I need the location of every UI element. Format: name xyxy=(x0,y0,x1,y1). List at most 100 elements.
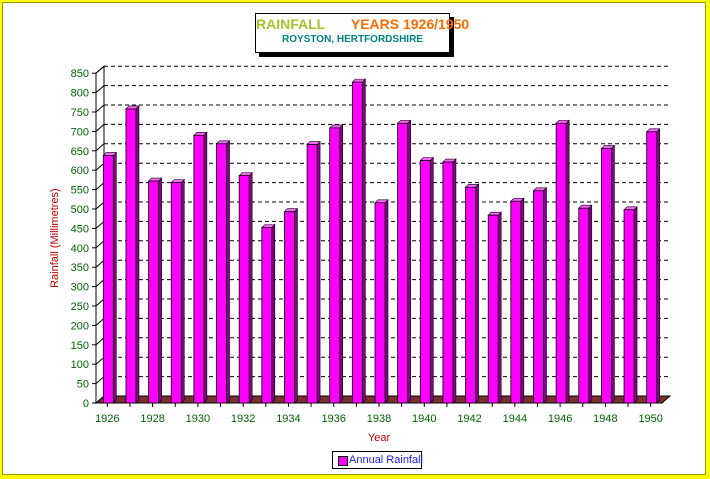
y-tick-label: 300 xyxy=(71,282,89,294)
x-tick-label: 1942 xyxy=(457,413,481,425)
bar-1942 xyxy=(465,186,476,404)
bar-1938 xyxy=(374,202,386,404)
title-years: YEARS 1926/1950 xyxy=(350,16,470,32)
x-tick-label: 1926 xyxy=(95,413,119,425)
y-tick-label: 400 xyxy=(71,243,89,255)
bar-1928 xyxy=(148,180,160,404)
bar-1940 xyxy=(419,160,431,404)
gridline-diag xyxy=(95,143,105,152)
y-tick-label: 450 xyxy=(71,223,89,235)
y-tick-label: 850 xyxy=(71,68,89,80)
bar-side xyxy=(407,119,411,404)
bar-1936 xyxy=(329,127,341,404)
bar-side xyxy=(339,124,344,404)
y-tick-label: 100 xyxy=(71,359,89,371)
bar-side xyxy=(452,158,457,404)
bar-1931 xyxy=(216,143,227,404)
gridline-diag xyxy=(95,279,105,287)
bar-side xyxy=(294,207,298,404)
y-tick-label: 350 xyxy=(71,262,89,274)
bar-1934 xyxy=(284,211,295,404)
bar-side xyxy=(565,119,570,404)
gridline-diag xyxy=(95,182,105,190)
x-tick-label: 1934 xyxy=(276,413,300,425)
bar-1935 xyxy=(306,144,318,404)
legend-swatch xyxy=(338,456,348,466)
gridline-diag xyxy=(95,376,105,384)
x-tick-label: 1948 xyxy=(593,413,617,425)
bar-1932 xyxy=(238,175,250,404)
y-tick-label: 50 xyxy=(77,379,89,391)
bar-1948 xyxy=(601,148,612,404)
gridline-diag xyxy=(95,221,105,229)
bar-side xyxy=(543,187,547,404)
y-tick-label: 150 xyxy=(71,340,89,352)
y-tick-label: 0 xyxy=(83,398,89,410)
chart-title: RAINFALL YEARS 1926/1950 xyxy=(256,16,469,32)
bar-1933 xyxy=(261,227,273,404)
x-tick-label: 1928 xyxy=(140,413,164,425)
chart-title-box: RAINFALL YEARS 1926/1950 ROYSTON, HERTFO… xyxy=(255,13,469,53)
bar-side xyxy=(384,199,389,404)
y-tick-label: 550 xyxy=(71,185,89,197)
bar-side xyxy=(180,178,185,404)
legend: Annual Rainfall xyxy=(332,451,423,469)
y-tick-label: 200 xyxy=(71,320,89,332)
bar-1944 xyxy=(510,200,522,404)
x-tick-label: 1932 xyxy=(231,413,255,425)
gridline-diag xyxy=(95,318,105,326)
bar-side xyxy=(475,183,479,404)
gridline-diag xyxy=(95,85,105,93)
chart-side-wall xyxy=(95,65,105,405)
bar-side xyxy=(316,140,321,404)
y-tick-label: 250 xyxy=(71,301,89,313)
y-tick-label: 800 xyxy=(71,88,89,100)
gridline-diag xyxy=(95,162,105,171)
x-axis-label: Year xyxy=(368,432,391,444)
bar-1947 xyxy=(578,207,590,404)
gridline-diag xyxy=(95,124,105,132)
bar-side xyxy=(520,197,525,404)
bar-side xyxy=(588,204,593,404)
x-tick-label: 1930 xyxy=(186,413,210,425)
x-tick-label: 1940 xyxy=(412,413,436,425)
y-tick-label: 700 xyxy=(71,126,89,138)
bar-side xyxy=(158,177,162,404)
gridline-diag xyxy=(95,201,105,210)
chart-subtitle: ROYSTON, HERTFORDSHIRE xyxy=(282,34,423,45)
gridline-diag xyxy=(95,65,105,74)
y-tick-label: 750 xyxy=(71,107,89,119)
bar-1950 xyxy=(646,131,658,404)
bar-1930 xyxy=(193,134,205,404)
bar-1939 xyxy=(397,122,409,404)
gridline-diag xyxy=(95,298,105,307)
bar-side xyxy=(271,223,276,404)
bar-side xyxy=(429,156,434,404)
x-tick-label: 1946 xyxy=(548,413,572,425)
y-tick-label: 650 xyxy=(71,146,89,158)
bar-1926 xyxy=(102,155,114,404)
bar-1941 xyxy=(442,161,454,404)
gridline-diag xyxy=(95,104,105,113)
bar-side xyxy=(362,78,366,404)
y-axis-label: Rainfall (Millimetres) xyxy=(49,188,61,288)
bar-side xyxy=(611,144,615,404)
y-tick-label: 500 xyxy=(71,204,89,216)
legend-label: Annual Rainfall xyxy=(349,454,423,466)
bar-1946 xyxy=(555,122,567,404)
x-tick-label: 1936 xyxy=(321,413,345,425)
title-rainfall: RAINFALL xyxy=(256,16,325,32)
bar-side xyxy=(633,206,638,404)
bar-1929 xyxy=(170,182,182,404)
bar-side xyxy=(248,171,253,404)
y-tick-label: 600 xyxy=(71,165,89,177)
bar-side xyxy=(656,128,660,404)
gridline-diag xyxy=(95,259,105,268)
bar-side xyxy=(203,131,208,404)
x-tick-label: 1944 xyxy=(503,413,527,425)
bar-1943 xyxy=(487,214,499,404)
bar-side xyxy=(497,211,502,404)
gridline-diag xyxy=(95,356,105,365)
bar-side xyxy=(113,151,117,404)
